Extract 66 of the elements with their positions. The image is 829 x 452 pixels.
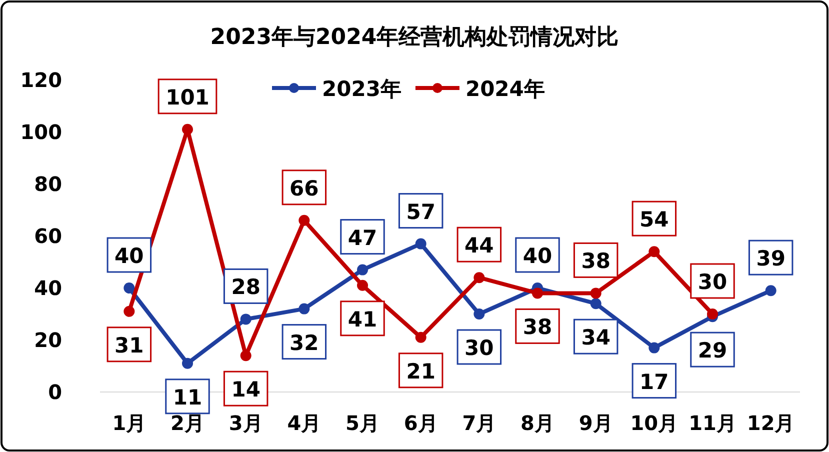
point [590, 288, 602, 299]
data-label: 30 [464, 336, 494, 360]
point [182, 124, 193, 135]
data-label: 54 [640, 208, 669, 232]
data-label: 28 [231, 275, 260, 300]
data-label: 29 [698, 338, 728, 363]
data-label: 40 [114, 244, 144, 268]
data-label: 57 [406, 200, 436, 224]
point [415, 238, 426, 250]
data-label: 47 [348, 226, 378, 250]
data-label: 32 [290, 330, 319, 355]
x-tick-label: 5月 [346, 411, 380, 435]
data-label: 66 [290, 176, 319, 200]
data-label: 38 [581, 249, 610, 274]
point [590, 298, 602, 310]
point [298, 303, 310, 314]
x-tick-label: 4月 [287, 411, 322, 435]
x-tick-label: 2月 [170, 411, 204, 435]
x-tick-label: 8月 [520, 411, 554, 435]
data-label: 11 [172, 385, 202, 410]
y-tick-label: 80 [34, 172, 62, 196]
data-label: 34 [581, 326, 610, 350]
point [415, 332, 426, 343]
point [532, 288, 543, 299]
x-tick-label: 12月 [746, 411, 795, 435]
data-label: 30 [698, 270, 728, 294]
point [357, 264, 368, 276]
y-tick-label: 0 [48, 380, 62, 404]
point [240, 350, 252, 362]
y-tick-label: 100 [20, 120, 62, 144]
y-tick-label: 40 [34, 276, 62, 300]
legend-label: 2024年 [465, 77, 545, 101]
point [648, 342, 660, 354]
data-label: 31 [114, 333, 144, 358]
x-tick-label: 6月 [404, 411, 438, 435]
data-label: 21 [406, 359, 436, 384]
y-tick-label: 120 [20, 68, 62, 92]
data-label: 101 [166, 85, 210, 110]
data-label: 17 [640, 370, 669, 394]
point [124, 282, 135, 294]
point [474, 272, 485, 284]
data-label: 40 [522, 244, 552, 268]
y-tick-label: 60 [34, 224, 62, 248]
point [298, 214, 310, 226]
x-tick-label: 9月 [578, 411, 613, 435]
point [240, 314, 252, 325]
chart-title: 2023年与2024年经营机构处罚情况对比 [210, 25, 619, 50]
point [474, 308, 485, 320]
point [124, 306, 135, 317]
legend-label: 2023年 [322, 77, 402, 101]
point [648, 246, 660, 258]
y-tick-label: 20 [34, 328, 62, 352]
data-label: 41 [348, 307, 378, 332]
data-label: 44 [464, 234, 494, 258]
x-tick-label: 10月 [630, 411, 678, 435]
point [357, 280, 368, 291]
x-tick-label: 7月 [462, 411, 496, 435]
data-label: 14 [231, 378, 260, 402]
point [765, 285, 776, 296]
x-tick-label: 1月 [112, 411, 146, 435]
x-tick-label: 11月 [688, 411, 736, 435]
x-tick-label: 3月 [228, 411, 263, 435]
data-label: 39 [756, 246, 786, 271]
point [182, 358, 193, 369]
data-label: 38 [522, 315, 552, 340]
point [707, 308, 718, 320]
